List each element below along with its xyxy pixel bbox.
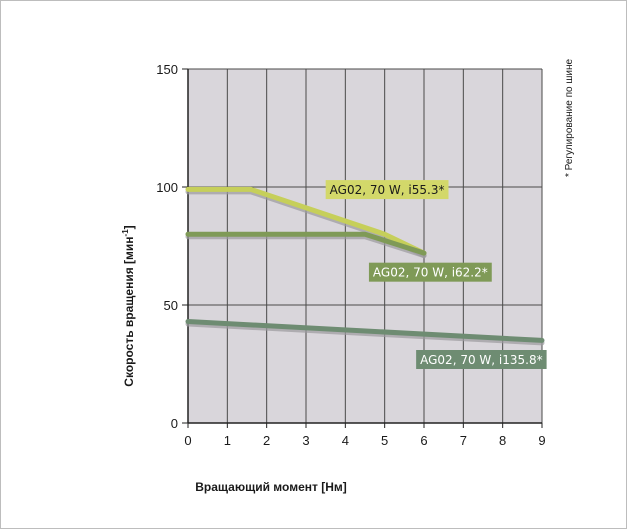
plot-area: [188, 69, 542, 423]
series-label-text: AG02, 70 W, i62.2*: [373, 266, 488, 280]
series-label-bg: [416, 350, 547, 369]
y-axis-title-main: Скорость вращения [мин: [122, 236, 136, 386]
y-tick-label: 100: [156, 180, 178, 195]
series-group: [185, 186, 545, 346]
x-tick-label: 9: [538, 433, 545, 448]
x-axis-title: Вращающий момент [Нм]: [195, 480, 347, 494]
series-label-3: AG02, 70 W, i135.8*: [416, 350, 547, 369]
series-label-bg: [368, 262, 492, 282]
y-tick-label: 50: [164, 298, 178, 313]
y-axis-title: Скорость вращения [мин-1]: [121, 225, 136, 386]
x-tick-label: 1: [224, 433, 231, 448]
series-label-text: AG02, 70 W, i135.8*: [420, 353, 542, 367]
series-label-2: AG02, 70 W, i62.2*: [368, 262, 492, 282]
series-label-text: AG02, 70 W, i55.3*: [330, 183, 445, 197]
y-axis-title-suffix: ]: [122, 225, 136, 229]
y-tick-label: 0: [171, 416, 178, 431]
series-label-bg: [325, 180, 449, 200]
axes: 0 1 2 3 4 5 6 7 8 9 0 50 100 150: [156, 62, 545, 448]
note-text: * Регулирование по шине: [564, 59, 575, 178]
series-label-1: AG02, 70 W, i55.3*: [325, 180, 449, 200]
y-axis-title-superscript: -1: [121, 229, 130, 237]
x-tick-label: 0: [184, 433, 191, 448]
x-tick-label: 7: [460, 433, 467, 448]
series-line-2: [185, 231, 427, 256]
series-line-1: [185, 186, 427, 256]
y-tick-label: 150: [156, 62, 178, 77]
x-tick-label: 5: [381, 433, 388, 448]
x-tick-label: 6: [420, 433, 427, 448]
series-line-3: [185, 319, 545, 343]
x-tick-label: 8: [499, 433, 506, 448]
series-labels: AG02, 70 W, i55.3* AG02, 70 W, i62.2* AG02…: [325, 180, 547, 369]
x-tick-label: 4: [342, 433, 349, 448]
x-tick-label: 2: [263, 433, 270, 448]
x-tick-label: 3: [302, 433, 309, 448]
